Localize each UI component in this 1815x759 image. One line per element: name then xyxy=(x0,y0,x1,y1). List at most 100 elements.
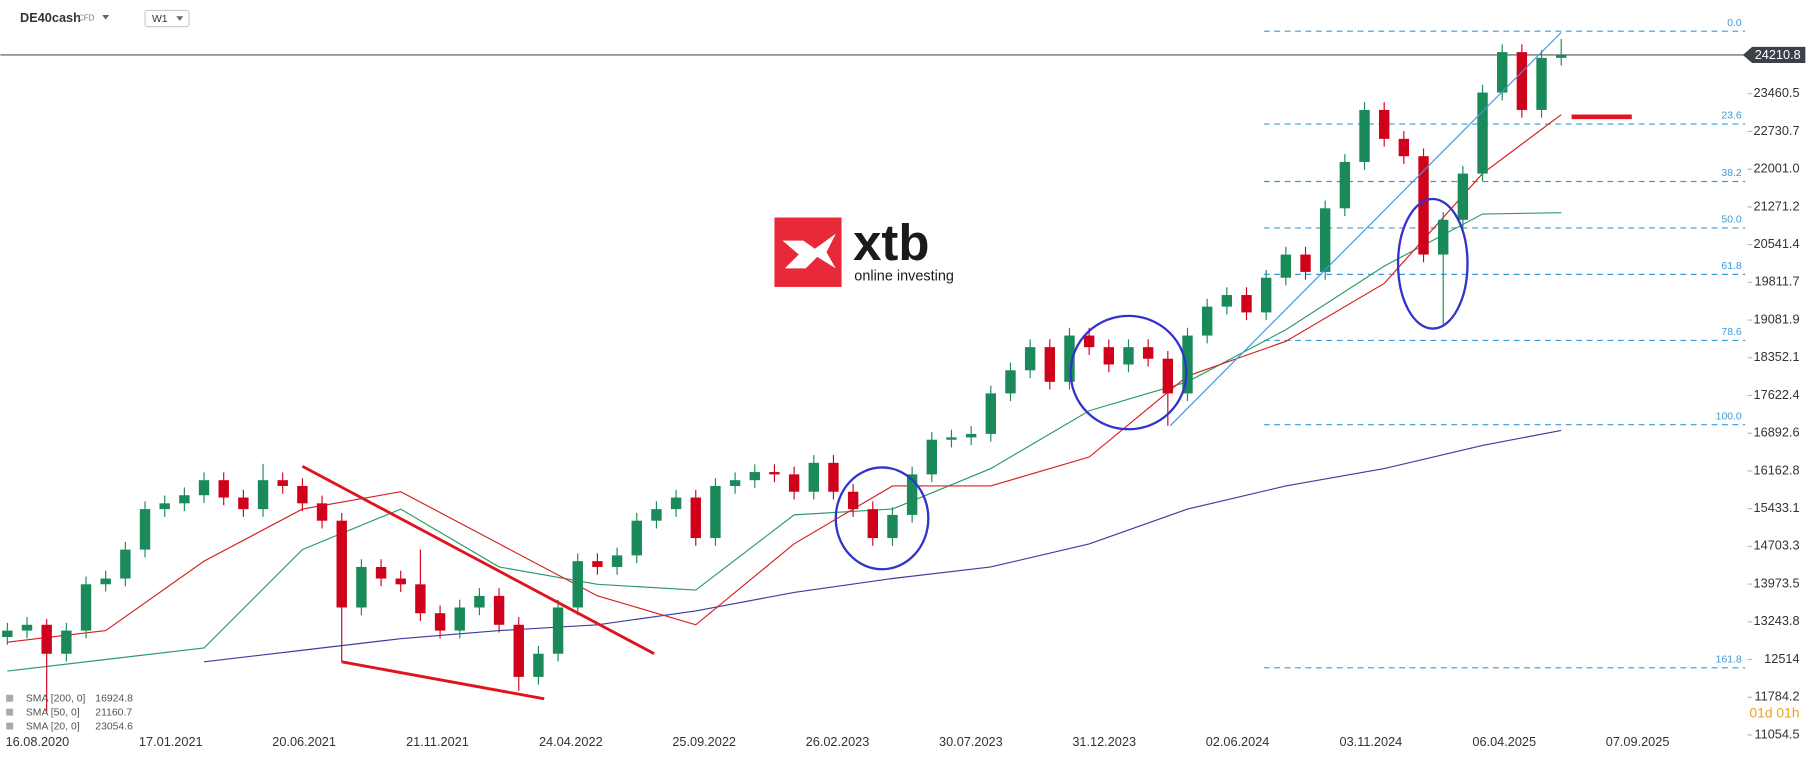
candle-body xyxy=(1319,208,1331,272)
candle-body xyxy=(513,624,524,677)
x-tick-label: 02.06.2024 xyxy=(1206,734,1270,749)
highlight-circle xyxy=(1396,197,1469,330)
candle-body xyxy=(1083,335,1095,348)
candle-body xyxy=(415,584,426,614)
candle-body xyxy=(1437,219,1449,255)
candle-body xyxy=(80,584,92,631)
fib-label: 61.8 xyxy=(1721,261,1741,272)
candle-body xyxy=(61,630,72,654)
instrument-type: CFD xyxy=(78,14,95,23)
candle-body xyxy=(1536,57,1547,110)
legend-icon xyxy=(6,722,14,730)
candle-body xyxy=(375,566,387,579)
y-tick-label: 17622.4 xyxy=(1754,387,1800,402)
candle-body xyxy=(1300,254,1311,272)
x-tick-label: 30.07.2023 xyxy=(939,734,1003,749)
y-tick-label: 23460.5 xyxy=(1754,85,1800,100)
y-tick-label: 22730.7 xyxy=(1754,123,1800,138)
price-tag xyxy=(1742,46,1806,64)
logo-tagline: online investing xyxy=(854,268,954,284)
fib-label: 0.0 xyxy=(1727,18,1742,29)
candle-body xyxy=(1201,306,1213,336)
candle-body xyxy=(41,624,52,654)
x-tick-label: 31.12.2023 xyxy=(1072,734,1136,749)
candle-body xyxy=(1496,52,1508,93)
x-tick-label: 03.11.2024 xyxy=(1340,734,1403,749)
x-tick-label: 21.11.2021 xyxy=(406,734,469,749)
candle-body xyxy=(533,653,544,677)
candle-body xyxy=(1162,358,1174,394)
symbol[interactable]: DE40cash xyxy=(20,10,81,25)
fib-label: 100.0 xyxy=(1716,411,1742,422)
legend-value: 21160.7 xyxy=(95,707,132,718)
candle-body xyxy=(906,474,918,515)
candle-body xyxy=(297,485,308,504)
candle-body xyxy=(611,555,623,567)
highlight-circle xyxy=(834,466,930,571)
highlight-circle xyxy=(1069,314,1188,431)
candle-body xyxy=(769,472,780,475)
x-tick-label: 16.08.2020 xyxy=(6,734,70,749)
candle-body xyxy=(1103,347,1115,365)
legend-value: 23054.6 xyxy=(95,721,133,732)
y-tick-label: 19811.7 xyxy=(1755,274,1800,289)
fib-label: 78.6 xyxy=(1721,327,1741,338)
fib-label: 38.2 xyxy=(1721,168,1741,179)
symbol-dropdown[interactable] xyxy=(102,15,110,20)
candle-body xyxy=(1182,335,1193,394)
candle-body xyxy=(710,485,721,539)
y-tick-label: 12514 xyxy=(1764,651,1799,666)
legend-icon xyxy=(6,708,14,716)
legend-value: 16924.8 xyxy=(95,694,133,705)
candle-body xyxy=(336,520,347,608)
candle-body xyxy=(592,561,603,567)
y-tick-label: 11054.5 xyxy=(1755,726,1800,741)
y-tick-label: 15433.1 xyxy=(1754,500,1800,515)
candle-body xyxy=(1024,347,1036,371)
candle-body xyxy=(1123,347,1134,365)
x-tick-label: 25.09.2022 xyxy=(672,734,736,749)
x-tick-label: 26.02.2023 xyxy=(806,734,870,749)
x-tick-label: 20.06.2021 xyxy=(272,734,336,749)
candle-body xyxy=(356,566,367,608)
logo-brand: xtb xyxy=(853,214,929,271)
y-tick-label: 21271.2 xyxy=(1754,198,1800,213)
candle-body xyxy=(749,472,760,481)
wedge-lower xyxy=(341,660,545,701)
candle-body xyxy=(847,491,859,510)
candle-body xyxy=(690,497,701,539)
candle-body xyxy=(1280,254,1292,278)
candle-body xyxy=(1398,138,1410,157)
timeframe[interactable]: W1 xyxy=(152,14,168,25)
candle-body xyxy=(434,613,446,631)
candle-body xyxy=(139,509,151,550)
candle-body xyxy=(238,497,249,510)
legend-name: SMA [20, 0] xyxy=(26,721,80,732)
candle-body xyxy=(926,439,938,475)
candle-body xyxy=(887,514,898,539)
candle-body xyxy=(159,503,170,510)
candle-body xyxy=(729,480,741,486)
candle-body xyxy=(965,433,977,438)
sma-line xyxy=(7,114,1562,643)
candle-body xyxy=(474,595,485,608)
candle-body xyxy=(100,578,111,585)
candle-body xyxy=(651,509,662,521)
legend-icon xyxy=(6,694,14,702)
logo-mark xyxy=(782,233,836,269)
timeframe-box[interactable] xyxy=(144,9,190,28)
candle-body xyxy=(985,393,997,434)
candle-body xyxy=(1241,295,1252,313)
candle-body xyxy=(828,462,839,492)
candle-body xyxy=(1556,54,1567,58)
y-tick-label: 13973.5 xyxy=(1754,575,1800,590)
candle-body xyxy=(1359,109,1370,162)
candle-body xyxy=(1457,173,1469,220)
candle-body xyxy=(454,607,465,631)
fib-label: 50.0 xyxy=(1721,215,1741,226)
y-tick-label: 16892.6 xyxy=(1754,425,1800,440)
candle-body xyxy=(2,630,13,637)
timeframe-dropdown[interactable] xyxy=(176,16,184,21)
candle-body xyxy=(946,437,957,440)
